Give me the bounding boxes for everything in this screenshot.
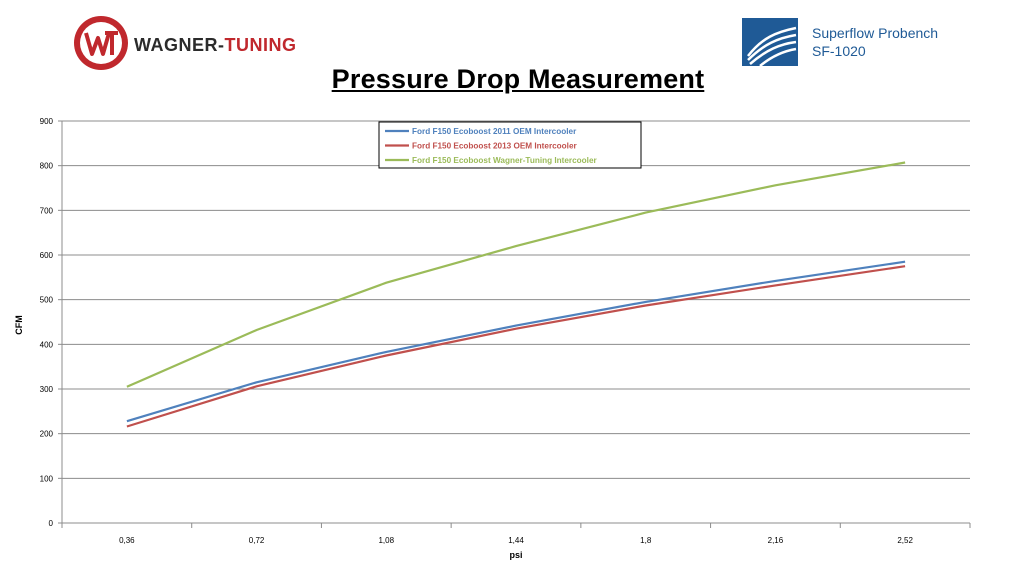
- x-tick-label: 0,36: [119, 536, 135, 545]
- legend-box: [378, 121, 642, 169]
- x-axis-label: psi: [509, 550, 522, 560]
- brand-name-part2: TUNING: [225, 35, 297, 55]
- y-tick-labels: 0 100 200 300 400 500 600 700 800 900: [40, 117, 54, 528]
- svg-text:WAGNER-TUNING: WAGNER-TUNING: [134, 35, 297, 55]
- brand-name-part1: WAGNER-: [134, 35, 225, 55]
- y-tick-label: 100: [40, 474, 54, 483]
- legend-label-1: Ford F150 Ecoboost 2011 OEM Intercooler: [412, 127, 577, 136]
- y-tick-label: 200: [40, 430, 54, 439]
- wagner-tuning-logo: WAGNER-TUNING: [72, 14, 312, 72]
- y-tick-label: 300: [40, 385, 54, 394]
- legend-label-2: Ford F150 Ecoboost 2013 OEM Intercooler: [412, 142, 578, 151]
- y-tick-label: 900: [40, 117, 54, 126]
- bench-model: SF-1020: [812, 43, 866, 59]
- axes: [61, 121, 971, 528]
- y-tick-label: 600: [40, 251, 54, 260]
- legend: Ford F150 Ecoboost 2011 OEM Intercooler F…: [378, 121, 642, 169]
- bench-name: Superflow Probench: [812, 25, 938, 41]
- series-line-1: [126, 260, 906, 423]
- x-tick-labels: 0,36 0,72 1,08 1,44 1,8 2,16 2,52: [119, 536, 913, 545]
- legend-label-3: Ford F150 Ecoboost Wagner-Tuning Interco…: [412, 156, 597, 165]
- series-line-3: [126, 161, 906, 388]
- y-tick-label: 800: [40, 162, 54, 171]
- superflow-logo: Superflow Probench SF-1020: [742, 18, 972, 70]
- y-tick-label: 0: [49, 519, 54, 528]
- x-tick-label: 1,08: [378, 536, 394, 545]
- y-tick-label: 500: [40, 296, 54, 305]
- x-tick-label: 1,8: [640, 536, 652, 545]
- y-tick-label: 400: [40, 340, 54, 349]
- y-tick-label: 700: [40, 206, 54, 215]
- series-lines: [126, 161, 906, 428]
- x-tick-label: 0,72: [249, 536, 265, 545]
- grid-lines: [58, 120, 970, 524]
- y-axis-label: CFM: [14, 315, 24, 335]
- chart-title: Pressure Drop Measurement: [331, 64, 705, 94]
- x-tick-label: 1,44: [508, 536, 524, 545]
- x-tick-label: 2,52: [897, 536, 913, 545]
- series-line-2: [126, 265, 906, 428]
- x-tick-label: 2,16: [768, 536, 784, 545]
